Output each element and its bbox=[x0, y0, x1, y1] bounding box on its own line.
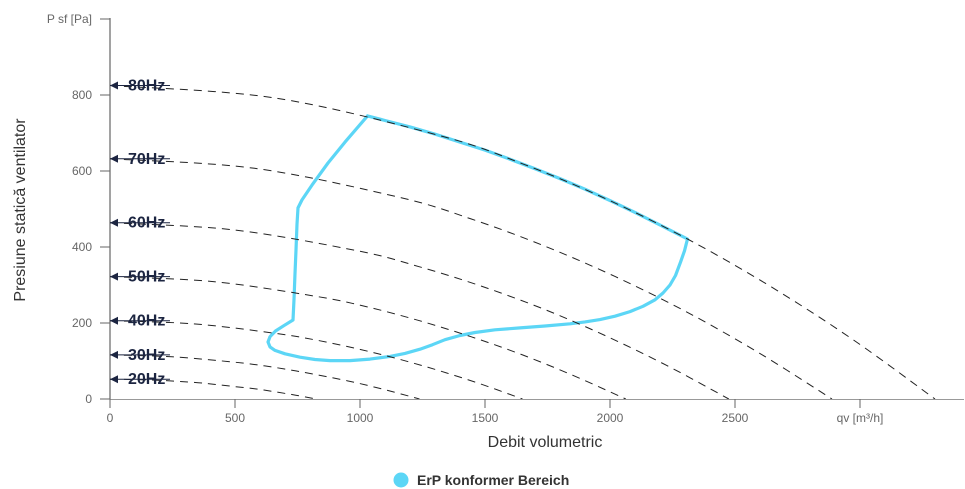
x-tick-label: 1000 bbox=[347, 411, 374, 425]
series-curve-70hz bbox=[109, 158, 833, 400]
frequency-curves-layer bbox=[109, 85, 936, 400]
series-label-40hz: 40Hz bbox=[128, 313, 165, 330]
series-arrow-head-40hz bbox=[110, 316, 118, 325]
series-label-70hz: 70Hz bbox=[128, 151, 165, 168]
series-arrow-head-60hz bbox=[110, 218, 118, 227]
frequency-labels-layer: 80Hz 70Hz 60Hz 50Hz 40Hz 30Hz 20Hz bbox=[110, 78, 170, 388]
series-curve-60hz bbox=[109, 222, 730, 400]
series-label-60hz: 60Hz bbox=[128, 215, 165, 232]
series-label-80hz: 80Hz bbox=[128, 78, 165, 95]
series-curve-30hz bbox=[109, 354, 420, 400]
legend-label: ErP konformer Bereich bbox=[417, 472, 569, 488]
x-tick-label: 2500 bbox=[722, 411, 749, 425]
series-arrow-head-80hz bbox=[110, 81, 118, 90]
y-tick-label: 400 bbox=[72, 240, 92, 254]
y-axis-title: Presiune statică ventilator bbox=[12, 118, 29, 302]
series-label-30hz: 30Hz bbox=[128, 347, 165, 364]
x-tick-label: 1500 bbox=[472, 411, 499, 425]
series-curve-50hz bbox=[109, 276, 627, 400]
x-tick-label: 500 bbox=[225, 411, 245, 425]
axes-layer: 0 200 400 600 800 P sf [Pa] 0 500 1000 1500 2000 25… bbox=[47, 12, 964, 425]
series-arrow-head-20hz bbox=[110, 375, 118, 384]
y-tick-label: P sf [Pa] bbox=[47, 12, 92, 26]
series-arrow-head-30hz bbox=[110, 350, 118, 359]
series-curve-80hz bbox=[109, 85, 936, 400]
legend-marker bbox=[393, 472, 409, 488]
x-tick-label: qv [m³/h] bbox=[837, 411, 884, 425]
y-tick-label: 600 bbox=[72, 164, 92, 178]
series-arrow-head-50hz bbox=[110, 272, 118, 281]
y-tick-label: 0 bbox=[85, 392, 92, 406]
x-tick-label: 0 bbox=[107, 411, 114, 425]
series-arrow-head-70hz bbox=[110, 154, 118, 163]
series-label-50hz: 50Hz bbox=[128, 269, 165, 286]
legend-item-erp[interactable]: ErP konformer Bereich bbox=[393, 472, 570, 488]
y-tick-label: 200 bbox=[72, 316, 92, 330]
y-tick-label: 800 bbox=[72, 88, 92, 102]
series-curve-40hz bbox=[109, 320, 523, 400]
series-label-20hz: 20Hz bbox=[128, 371, 165, 388]
x-tick-label: 2000 bbox=[597, 411, 624, 425]
x-axis-title: Debit volumetric bbox=[488, 434, 603, 451]
